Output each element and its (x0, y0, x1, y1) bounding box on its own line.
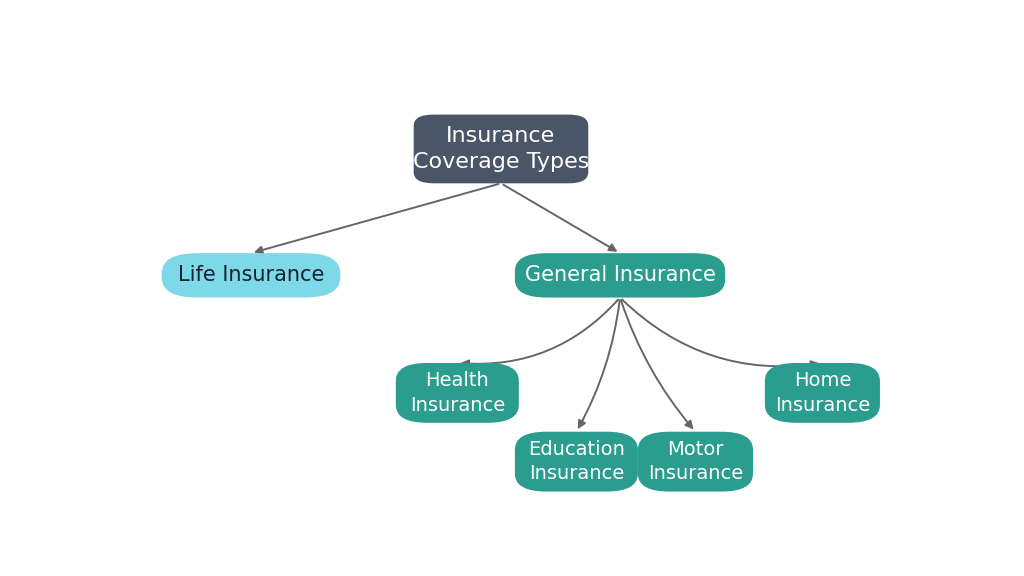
FancyBboxPatch shape (515, 431, 638, 491)
FancyBboxPatch shape (414, 115, 588, 183)
Text: General Insurance: General Insurance (524, 266, 716, 285)
FancyBboxPatch shape (162, 253, 340, 298)
Text: Insurance
Coverage Types: Insurance Coverage Types (413, 126, 589, 172)
Text: Motor
Insurance: Motor Insurance (648, 440, 743, 483)
Text: Home
Insurance: Home Insurance (775, 372, 870, 415)
Text: Life Insurance: Life Insurance (178, 266, 325, 285)
Text: Education
Insurance: Education Insurance (528, 440, 625, 483)
FancyBboxPatch shape (638, 431, 753, 491)
FancyBboxPatch shape (396, 363, 519, 423)
FancyBboxPatch shape (515, 253, 725, 298)
FancyBboxPatch shape (765, 363, 880, 423)
Text: Health
Insurance: Health Insurance (410, 372, 505, 415)
